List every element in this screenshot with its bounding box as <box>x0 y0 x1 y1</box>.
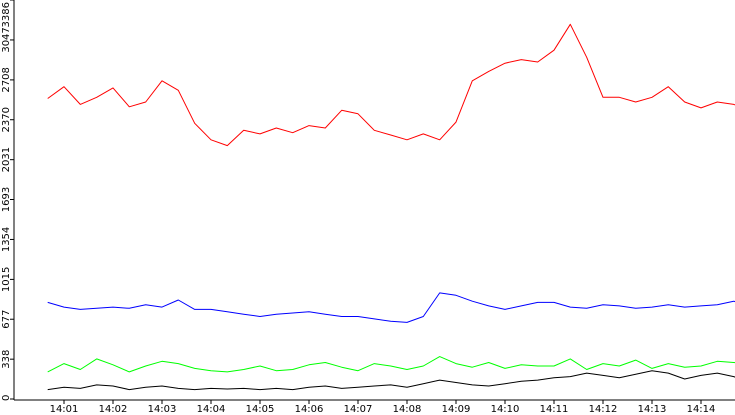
x-tick-label: 14:08 <box>393 404 422 415</box>
x-tick-label: 14:14 <box>687 404 716 415</box>
y-tick-label: 0 <box>1 395 12 401</box>
x-tick-label: 14:13 <box>638 404 667 415</box>
x-axis: 14:01 14:02 14:03 14:04 14:05 14:06 14:07 14:08… <box>14 399 735 415</box>
x-tick-label: 14:01 <box>50 404 79 415</box>
series-line-3 <box>47 370 735 391</box>
x-tick-label: 14:10 <box>491 404 520 415</box>
x-tick-label: 14:04 <box>197 404 226 415</box>
series-line-2 <box>47 356 735 373</box>
y-tick-label: 1015 <box>1 267 12 292</box>
x-tick-label: 14:09 <box>442 404 471 415</box>
series-line-0 <box>47 23 735 147</box>
x-tick-label: 14:05 <box>246 404 275 415</box>
x-tick-label: 14:07 <box>344 404 373 415</box>
y-tick-label: 677 <box>1 310 12 329</box>
x-tick-label: 14:03 <box>148 404 177 415</box>
y-tick-label: 1693 <box>1 187 12 212</box>
x-tick-label: 14:12 <box>589 404 618 415</box>
series-line-1 <box>47 292 735 323</box>
y-tick-label: 2370 <box>1 107 12 132</box>
series-layer <box>47 23 735 391</box>
y-tick-label: 2031 <box>1 147 12 172</box>
x-tick-label: 14:02 <box>99 404 128 415</box>
x-tick-label: 14:11 <box>540 404 569 415</box>
y-tick-label: 338 <box>1 350 12 369</box>
y-tick-label: 3386 <box>1 2 12 27</box>
y-tick-label: 3047 <box>1 27 12 52</box>
y-tick-label: 2708 <box>1 67 12 92</box>
x-tick-label: 14:06 <box>295 404 324 415</box>
y-tick-label: 1354 <box>1 227 12 252</box>
